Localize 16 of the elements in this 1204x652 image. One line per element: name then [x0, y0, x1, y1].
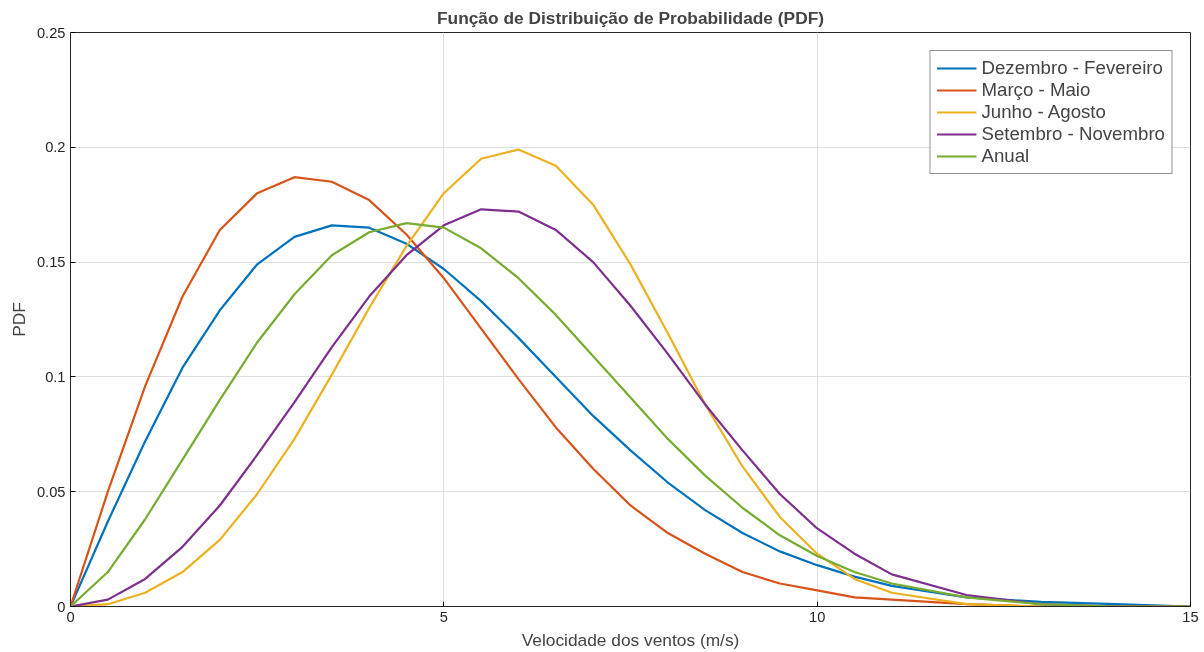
legend-label: Junho - Agosto: [981, 101, 1106, 123]
y-tick-label: 0.25: [36, 24, 66, 41]
y-tick-label: 0.2: [45, 139, 66, 156]
legend-label: Anual: [981, 145, 1030, 167]
y-tick-label: 0.1: [45, 368, 66, 385]
x-tick-label: 10: [809, 608, 826, 625]
x-axis-title: Velocidade dos ventos (m/s): [521, 629, 740, 650]
y-axis-title: PDF: [8, 302, 29, 337]
legend-label: Março - Maio: [981, 79, 1091, 101]
x-tick-label: 5: [439, 608, 448, 625]
legend-label: Setembro - Novembro: [981, 123, 1165, 145]
chart-title: Função de Distribuição de Probabilidade (PDF): [436, 7, 825, 28]
y-tick-label: 0.05: [36, 483, 66, 500]
legend-label: Dezembro - Fevereiro: [981, 57, 1163, 79]
y-tick-label: 0.15: [36, 254, 66, 271]
x-tick-label: 15: [1182, 608, 1199, 625]
